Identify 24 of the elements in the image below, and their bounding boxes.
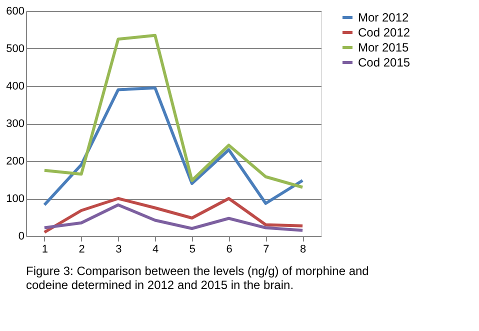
x-tick-label: 8 <box>300 244 306 256</box>
legend-label: Cod 2012 <box>358 26 410 40</box>
y-tick-label: 500 <box>6 43 24 55</box>
x-tick-label: 6 <box>226 244 232 256</box>
y-tick-label: 0 <box>18 230 24 242</box>
legend-label: Cod 2015 <box>358 56 410 70</box>
x-tick-label: 7 <box>263 244 270 256</box>
y-tick-label: 400 <box>6 80 24 92</box>
y-tick-label: 300 <box>6 118 24 130</box>
x-tick-label: 3 <box>116 244 122 256</box>
line-series <box>42 203 304 232</box>
legend-label: Mor 2015 <box>358 40 410 54</box>
line-series <box>42 34 304 189</box>
x-tick-label: 1 <box>42 244 48 256</box>
x-tick-label: 4 <box>152 244 159 256</box>
line-series <box>42 197 304 234</box>
x-tick-label: 5 <box>189 244 196 256</box>
y-tick-label: 100 <box>6 193 24 205</box>
legend-label: Mor 2012 <box>358 10 410 24</box>
caption: Figure 3: Comparison between the levels (ng/g) of morphine and codeine determined in 2012 and 2015 in the brain. <box>26 264 369 292</box>
line-series <box>42 86 304 206</box>
x-tick-label: 2 <box>78 244 85 256</box>
y-tick-label: 600 <box>6 6 24 18</box>
y-tick-label: 200 <box>6 156 24 168</box>
